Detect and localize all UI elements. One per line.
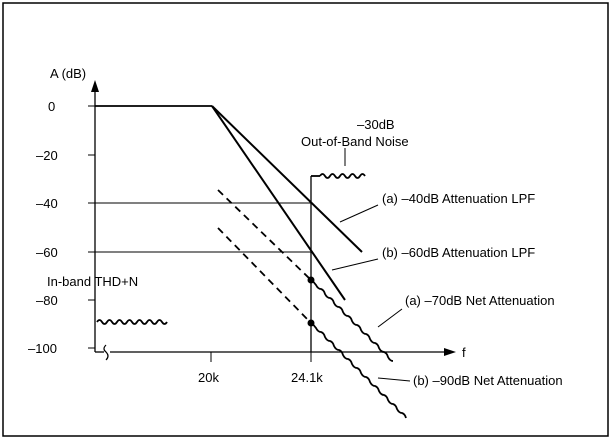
axis-break-icon <box>103 344 109 361</box>
lpf-b-leader <box>331 258 379 271</box>
net-a-intersection-dot <box>307 276 315 284</box>
inband-label: In-band THD+N <box>47 274 138 289</box>
net-b-wavy-curve <box>310 322 407 419</box>
x-axis-title: f <box>462 345 466 360</box>
lpf-a-curve <box>211 105 363 253</box>
net-a-wavy-curve <box>310 279 394 362</box>
net-b-intersection-dot <box>307 319 315 327</box>
net-b-label: (b) –90dB Net Attenuation <box>413 373 563 388</box>
x-tick-label: 24.1k <box>291 370 323 385</box>
y-tick-label: –20 <box>36 148 58 163</box>
lpf-a-label: (a) –40dB Attenuation LPF <box>382 191 535 206</box>
y-axis: A (dB) <box>50 66 99 352</box>
y-tick-label: –60 <box>36 245 58 260</box>
out-of-band-noise: –30dB Out-of-Band Noise <box>301 117 409 179</box>
x-tick-label: 20k <box>198 370 219 385</box>
noise-level-label: –30dB <box>357 117 395 132</box>
lpf-b-label: (b) –60dB Attenuation LPF <box>382 245 535 260</box>
y-tick-label: –40 <box>36 196 58 211</box>
net-a-dashed-line <box>217 189 312 281</box>
noise-name-label: Out-of-Band Noise <box>301 134 409 149</box>
y-ticks: 0 –20 –40 –60 –80 –100 <box>28 99 95 356</box>
diagram-border <box>2 2 609 437</box>
net-b-leader <box>377 377 411 382</box>
inband-thdn: In-band THD+N <box>47 274 168 325</box>
net-a-leader <box>377 308 403 328</box>
y-tick-label: –80 <box>36 293 58 308</box>
lpf-b-curve <box>211 105 346 301</box>
net-a-label: (a) –70dB Net Attenuation <box>405 293 555 308</box>
y-tick-label: –100 <box>28 341 57 356</box>
net-b-dashed-line <box>217 227 312 324</box>
annotations: (a) –40dB Attenuation LPF (b) –60dB Atte… <box>331 191 563 388</box>
y-tick-label: 0 <box>48 99 55 114</box>
x-axis: f 20k 24.1k <box>95 344 466 385</box>
lpf-a-leader <box>339 204 379 223</box>
y-axis-title: A (dB) <box>50 66 86 81</box>
